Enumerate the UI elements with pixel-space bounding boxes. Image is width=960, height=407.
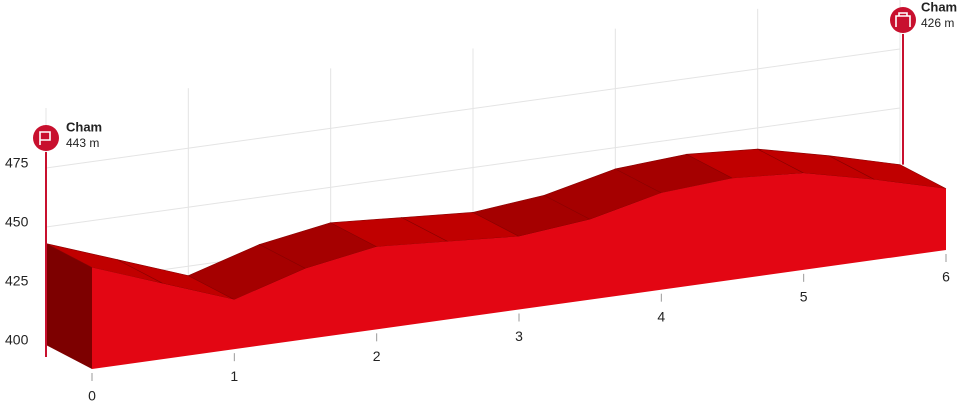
x-tick-label: 0 — [88, 388, 96, 404]
y-tick-label: 475 — [5, 155, 29, 171]
finish-name: Cham — [921, 0, 957, 14]
finish-icon — [890, 7, 916, 33]
x-tick-label: 2 — [373, 348, 381, 364]
front-face — [92, 173, 946, 369]
start-icon — [33, 125, 59, 151]
finish-elevation: 426 m — [921, 16, 954, 30]
x-tick-label: 1 — [230, 368, 238, 384]
y-tick-label: 450 — [5, 214, 29, 230]
x-tick-label: 6 — [942, 269, 950, 285]
marks: 400 425 450 475 0 1 2 3 4 5 6 — [5, 0, 950, 404]
finish-glyph — [895, 12, 911, 27]
side-face — [46, 243, 92, 369]
x-tick-label: 4 — [657, 308, 665, 324]
start-elevation: 443 m — [66, 136, 99, 150]
y-tick-label: 400 — [5, 332, 29, 348]
flag-glyph — [39, 131, 51, 145]
x-tick-label: 3 — [515, 328, 523, 344]
x-tick-label: 5 — [800, 289, 808, 305]
start-name: Cham — [66, 119, 102, 134]
y-tick-label: 425 — [5, 273, 29, 289]
start-marker: Cham 443 m — [33, 119, 102, 151]
finish-marker: Cham 426 m — [890, 0, 957, 33]
